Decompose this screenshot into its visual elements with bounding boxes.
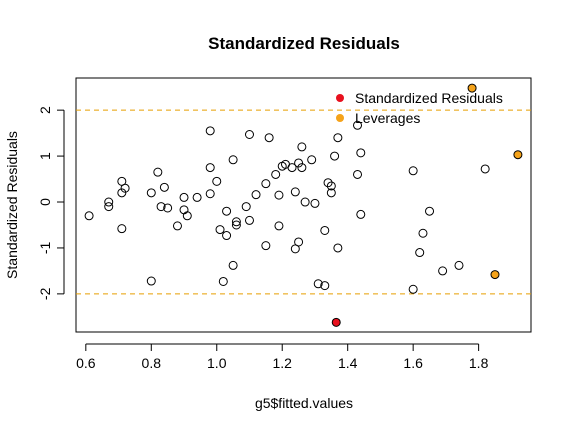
y-axis-label: Standardized Residuals [4, 131, 20, 279]
data-point [192, 192, 202, 202]
x-tick-label: 1.4 [338, 355, 358, 371]
data-point [330, 151, 340, 161]
data-point [353, 169, 363, 179]
data-point [480, 164, 490, 174]
data-point [205, 163, 215, 173]
data-point [287, 163, 297, 173]
data-point [120, 183, 130, 193]
data-point [418, 228, 428, 238]
data-point [146, 276, 156, 286]
data-point [261, 179, 271, 189]
y-tick-label: -1 [37, 242, 53, 255]
data-point [271, 169, 281, 179]
data-point [218, 276, 228, 286]
data-point [438, 266, 448, 276]
chart-title: Standardized Residuals [208, 34, 400, 53]
data-point [320, 225, 330, 235]
data-point [300, 197, 310, 207]
legend-label: Leverages [355, 110, 420, 126]
y-tick-label: -2 [37, 287, 53, 300]
data-point [251, 190, 261, 200]
data-point [156, 202, 166, 212]
x-axis-label: g5$fitted.values [255, 395, 353, 411]
data-point [294, 237, 304, 247]
data-point [104, 202, 114, 212]
data-point [159, 182, 169, 192]
data-point [117, 224, 127, 234]
data-point [353, 120, 363, 130]
data-point [153, 167, 163, 177]
highlighted-point [513, 150, 523, 160]
data-point [333, 243, 343, 253]
data-point [231, 220, 241, 230]
data-point [222, 206, 232, 216]
y-tick-label: 0 [37, 198, 53, 206]
data-point [290, 187, 300, 197]
y-tick-label: 1 [37, 152, 53, 160]
data-point [310, 198, 320, 208]
data-point [297, 163, 307, 173]
data-point [231, 217, 241, 227]
data-point [408, 166, 418, 176]
x-tick-label: 1.0 [207, 355, 227, 371]
data-point [163, 203, 173, 213]
legend: Standardized Residuals Leverages [336, 90, 503, 126]
data-point [179, 192, 189, 202]
data-point [179, 205, 189, 215]
data-point [454, 260, 464, 270]
data-point [274, 221, 284, 231]
data-point [84, 211, 94, 221]
data-point [228, 260, 238, 270]
data-point [117, 188, 127, 198]
data-point [425, 206, 435, 216]
x-tick-label: 1.8 [469, 355, 489, 371]
data-point [212, 176, 222, 186]
data-point [297, 142, 307, 152]
data-point [146, 188, 156, 198]
highlighted-point [467, 83, 477, 93]
data-point [415, 248, 425, 258]
x-axis: 0.6 0.8 1.0 1.2 1.4 1.6 1.8 [76, 343, 489, 371]
legend-marker [336, 94, 344, 102]
plot-frame [75, 77, 532, 333]
x-tick-label: 0.6 [76, 355, 96, 371]
data-point [326, 181, 336, 191]
data-point [205, 189, 215, 199]
x-tick-label: 1.6 [403, 355, 423, 371]
data-points [84, 83, 523, 327]
data-point [294, 158, 304, 168]
data-point [205, 126, 215, 136]
data-point [356, 148, 366, 158]
data-point [172, 221, 182, 231]
x-tick-label: 1.2 [272, 355, 292, 371]
data-point [244, 129, 254, 139]
data-point [274, 190, 284, 200]
legend-label: Standardized Residuals [355, 90, 503, 106]
data-point [215, 225, 225, 235]
data-point [313, 279, 323, 289]
data-point [408, 284, 418, 294]
data-point [307, 155, 317, 165]
data-point [182, 211, 192, 221]
data-point [228, 155, 238, 165]
data-point [320, 281, 330, 291]
legend-marker [336, 114, 344, 122]
data-point [104, 197, 114, 207]
y-tick-label: 2 [37, 106, 53, 114]
x-tick-label: 0.8 [142, 355, 162, 371]
data-point [356, 209, 366, 219]
data-point [241, 202, 251, 212]
data-point [261, 241, 271, 251]
data-point [244, 215, 254, 225]
data-point [264, 133, 274, 143]
highlighted-point [490, 270, 500, 280]
data-point [323, 178, 333, 188]
data-point [222, 231, 232, 241]
data-point [333, 133, 343, 143]
y-axis: -2 -1 0 1 2 [37, 106, 65, 300]
reference-lines [76, 109, 531, 295]
highlighted-point [331, 317, 341, 327]
data-point [326, 188, 336, 198]
